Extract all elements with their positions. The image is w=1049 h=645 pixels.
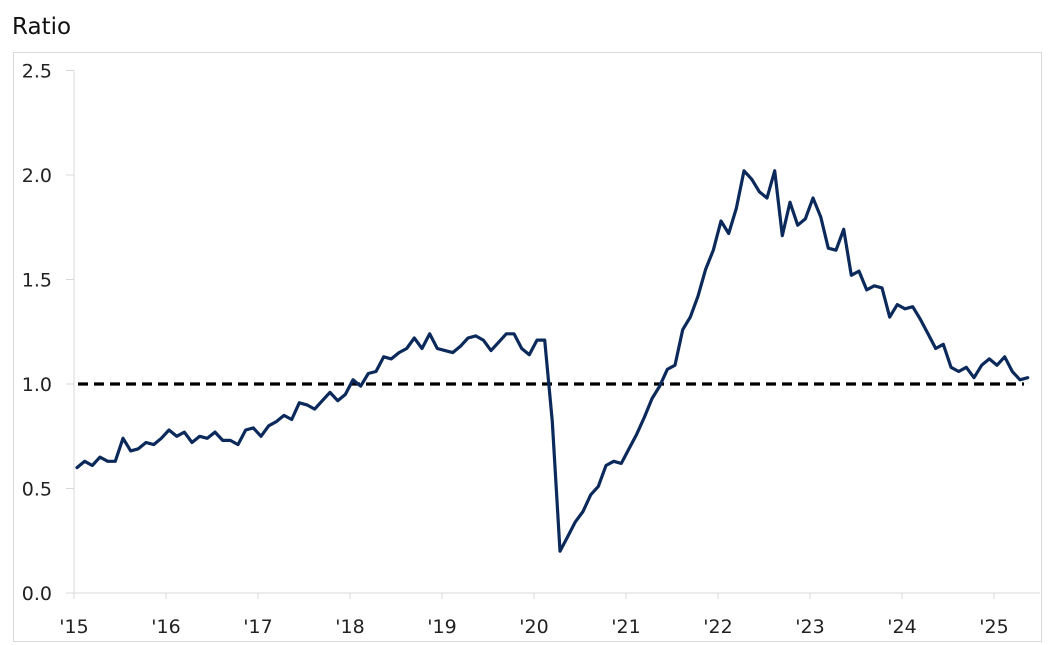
y-tick-label: 2.5 (22, 61, 52, 83)
x-tick-label: '24 (887, 616, 916, 638)
ratio-series-line (75, 169, 1030, 553)
x-tick-label: '23 (795, 616, 824, 638)
y-tick-label: 0.0 (22, 583, 52, 605)
axes (66, 70, 1040, 594)
x-axis-ticks: '15 '16 '17 '18 '19 '20 '21 '22 '23 '24 '25 (59, 593, 1009, 638)
chart-frame (13, 52, 1042, 642)
x-tick-label: '16 (151, 616, 180, 638)
x-tick-label: '15 (59, 616, 88, 638)
x-tick-label: '20 (519, 616, 548, 638)
x-tick-label: '22 (703, 616, 732, 638)
x-tick-label: '25 (979, 616, 1008, 638)
x-tick-label: '18 (335, 616, 364, 638)
y-tick-label: 1.5 (22, 270, 52, 292)
y-axis-ticks: 0.0 0.5 1.0 1.5 2.0 2.5 (22, 61, 74, 605)
x-tick-label: '21 (611, 616, 640, 638)
y-tick-label: 1.0 (22, 374, 52, 396)
x-tick-label: '17 (243, 616, 272, 638)
y-tick-label: 2.0 (22, 165, 52, 187)
y-tick-label: 0.5 (22, 479, 52, 501)
y-axis-title: Ratio (12, 14, 72, 40)
x-tick-label: '19 (427, 616, 456, 638)
